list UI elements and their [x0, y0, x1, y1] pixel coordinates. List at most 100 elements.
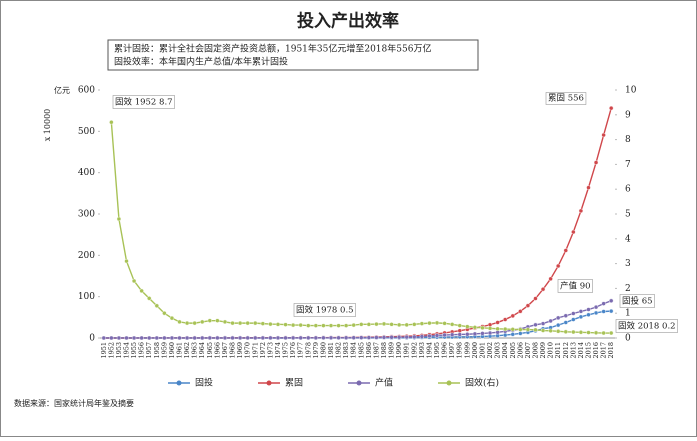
- data-point: [457, 323, 462, 328]
- x-tick-label: 1958: [153, 342, 161, 359]
- data-point: [268, 335, 273, 341]
- data-point: [510, 332, 515, 337]
- data-point: [518, 309, 523, 314]
- x-tick-label: 1975: [282, 342, 290, 359]
- data-point: [457, 328, 462, 333]
- x-tick-label: 2003: [494, 342, 502, 359]
- x-tick-label: 1971: [251, 342, 259, 359]
- data-point: [230, 320, 235, 326]
- data-point: [147, 335, 152, 341]
- note-box: [107, 39, 479, 71]
- y2-tick-label: 10: [625, 86, 637, 96]
- data-point: [419, 321, 425, 326]
- data-point: [609, 308, 614, 314]
- data-point: [169, 335, 175, 341]
- data-point: [116, 335, 122, 341]
- data-point: [502, 317, 508, 322]
- data-point: [502, 326, 508, 332]
- data-point: [366, 335, 372, 340]
- data-point: [154, 303, 160, 308]
- data-point: [563, 313, 568, 318]
- annotation-box: [293, 303, 356, 317]
- x-tick-label: 2005: [509, 342, 517, 359]
- data-point: [449, 322, 455, 327]
- data-point: [321, 335, 326, 341]
- x-tick-label: 1969: [236, 342, 244, 359]
- x-tick-label: 2011: [554, 342, 562, 359]
- data-point: [253, 320, 258, 326]
- x-tick-label: 1983: [342, 342, 350, 359]
- y-tick-label: 600: [78, 86, 95, 96]
- data-point: [298, 335, 303, 341]
- data-point: [275, 322, 281, 327]
- data-point: [374, 321, 379, 327]
- data-point: [412, 322, 417, 327]
- data-point: [253, 335, 258, 341]
- data-point: [427, 320, 432, 326]
- data-point: [548, 318, 553, 324]
- annotation-text: 产值 90: [560, 281, 591, 292]
- data-point: [389, 322, 394, 327]
- y-tick-label: 500: [78, 127, 95, 137]
- x-tick-label: 2004: [501, 342, 509, 359]
- x-tick-label: 1964: [198, 342, 206, 359]
- data-point: [154, 335, 160, 341]
- data-point: [472, 325, 478, 330]
- data-point: [124, 335, 129, 341]
- data-point: [366, 322, 372, 327]
- y-tick-label: 400: [78, 168, 95, 178]
- data-point: [260, 321, 266, 326]
- data-point: [609, 330, 614, 336]
- data-point: [563, 320, 568, 325]
- data-point: [434, 333, 440, 338]
- x-tick-label: 1994: [425, 342, 433, 359]
- data-point: [472, 331, 478, 337]
- data-point: [533, 296, 538, 301]
- data-point: [442, 321, 447, 326]
- data-point: [540, 321, 546, 326]
- y2-tick-label: 6: [625, 185, 631, 195]
- data-point: [389, 335, 394, 340]
- x-tick-label: 1998: [456, 342, 464, 359]
- data-point: [412, 334, 417, 340]
- x-tick-label: 2001: [478, 342, 486, 359]
- data-point: [571, 329, 576, 335]
- data-point: [177, 319, 182, 325]
- annotation-box: [615, 319, 678, 333]
- data-point: [245, 320, 250, 326]
- x-tick-label: 1991: [403, 342, 411, 359]
- y2-tick-label: 8: [625, 135, 631, 145]
- x-tick-label: 1996: [441, 342, 449, 359]
- data-point: [101, 335, 106, 341]
- data-point: [184, 335, 190, 341]
- data-point: [162, 311, 167, 316]
- data-point: [359, 335, 364, 340]
- x-tick-label: 2018: [607, 342, 615, 359]
- data-point: [336, 323, 341, 328]
- y-tick-label: 300: [78, 210, 95, 220]
- x-tick-label: 1988: [380, 342, 388, 359]
- data-point: [609, 105, 614, 111]
- data-point: [404, 334, 409, 340]
- x-tick-label: 1973: [266, 342, 274, 359]
- annotation-box: [112, 95, 175, 109]
- x-tick-label: 1984: [350, 342, 358, 359]
- data-point: [487, 330, 493, 336]
- x-tick-label: 1962: [183, 342, 191, 359]
- data-point: [131, 278, 137, 284]
- data-point: [222, 335, 228, 341]
- annotation-text: 累固 556: [548, 94, 584, 104]
- x-tick-label: 2010: [547, 342, 555, 359]
- y-tick-label: 100: [78, 292, 95, 302]
- data-point: [321, 323, 326, 328]
- annotation: 固效 1952 8.7: [112, 95, 175, 109]
- data-point: [601, 132, 606, 138]
- data-point: [586, 312, 591, 317]
- annotation-box: [619, 294, 655, 308]
- annotation: 固效 2018 0.2: [615, 319, 678, 333]
- x-tick-label: 1980: [319, 342, 327, 359]
- x-tick-label: 1978: [304, 342, 312, 359]
- data-point: [124, 258, 129, 264]
- data-point: [207, 318, 213, 323]
- y-tick-label: 0: [89, 334, 95, 344]
